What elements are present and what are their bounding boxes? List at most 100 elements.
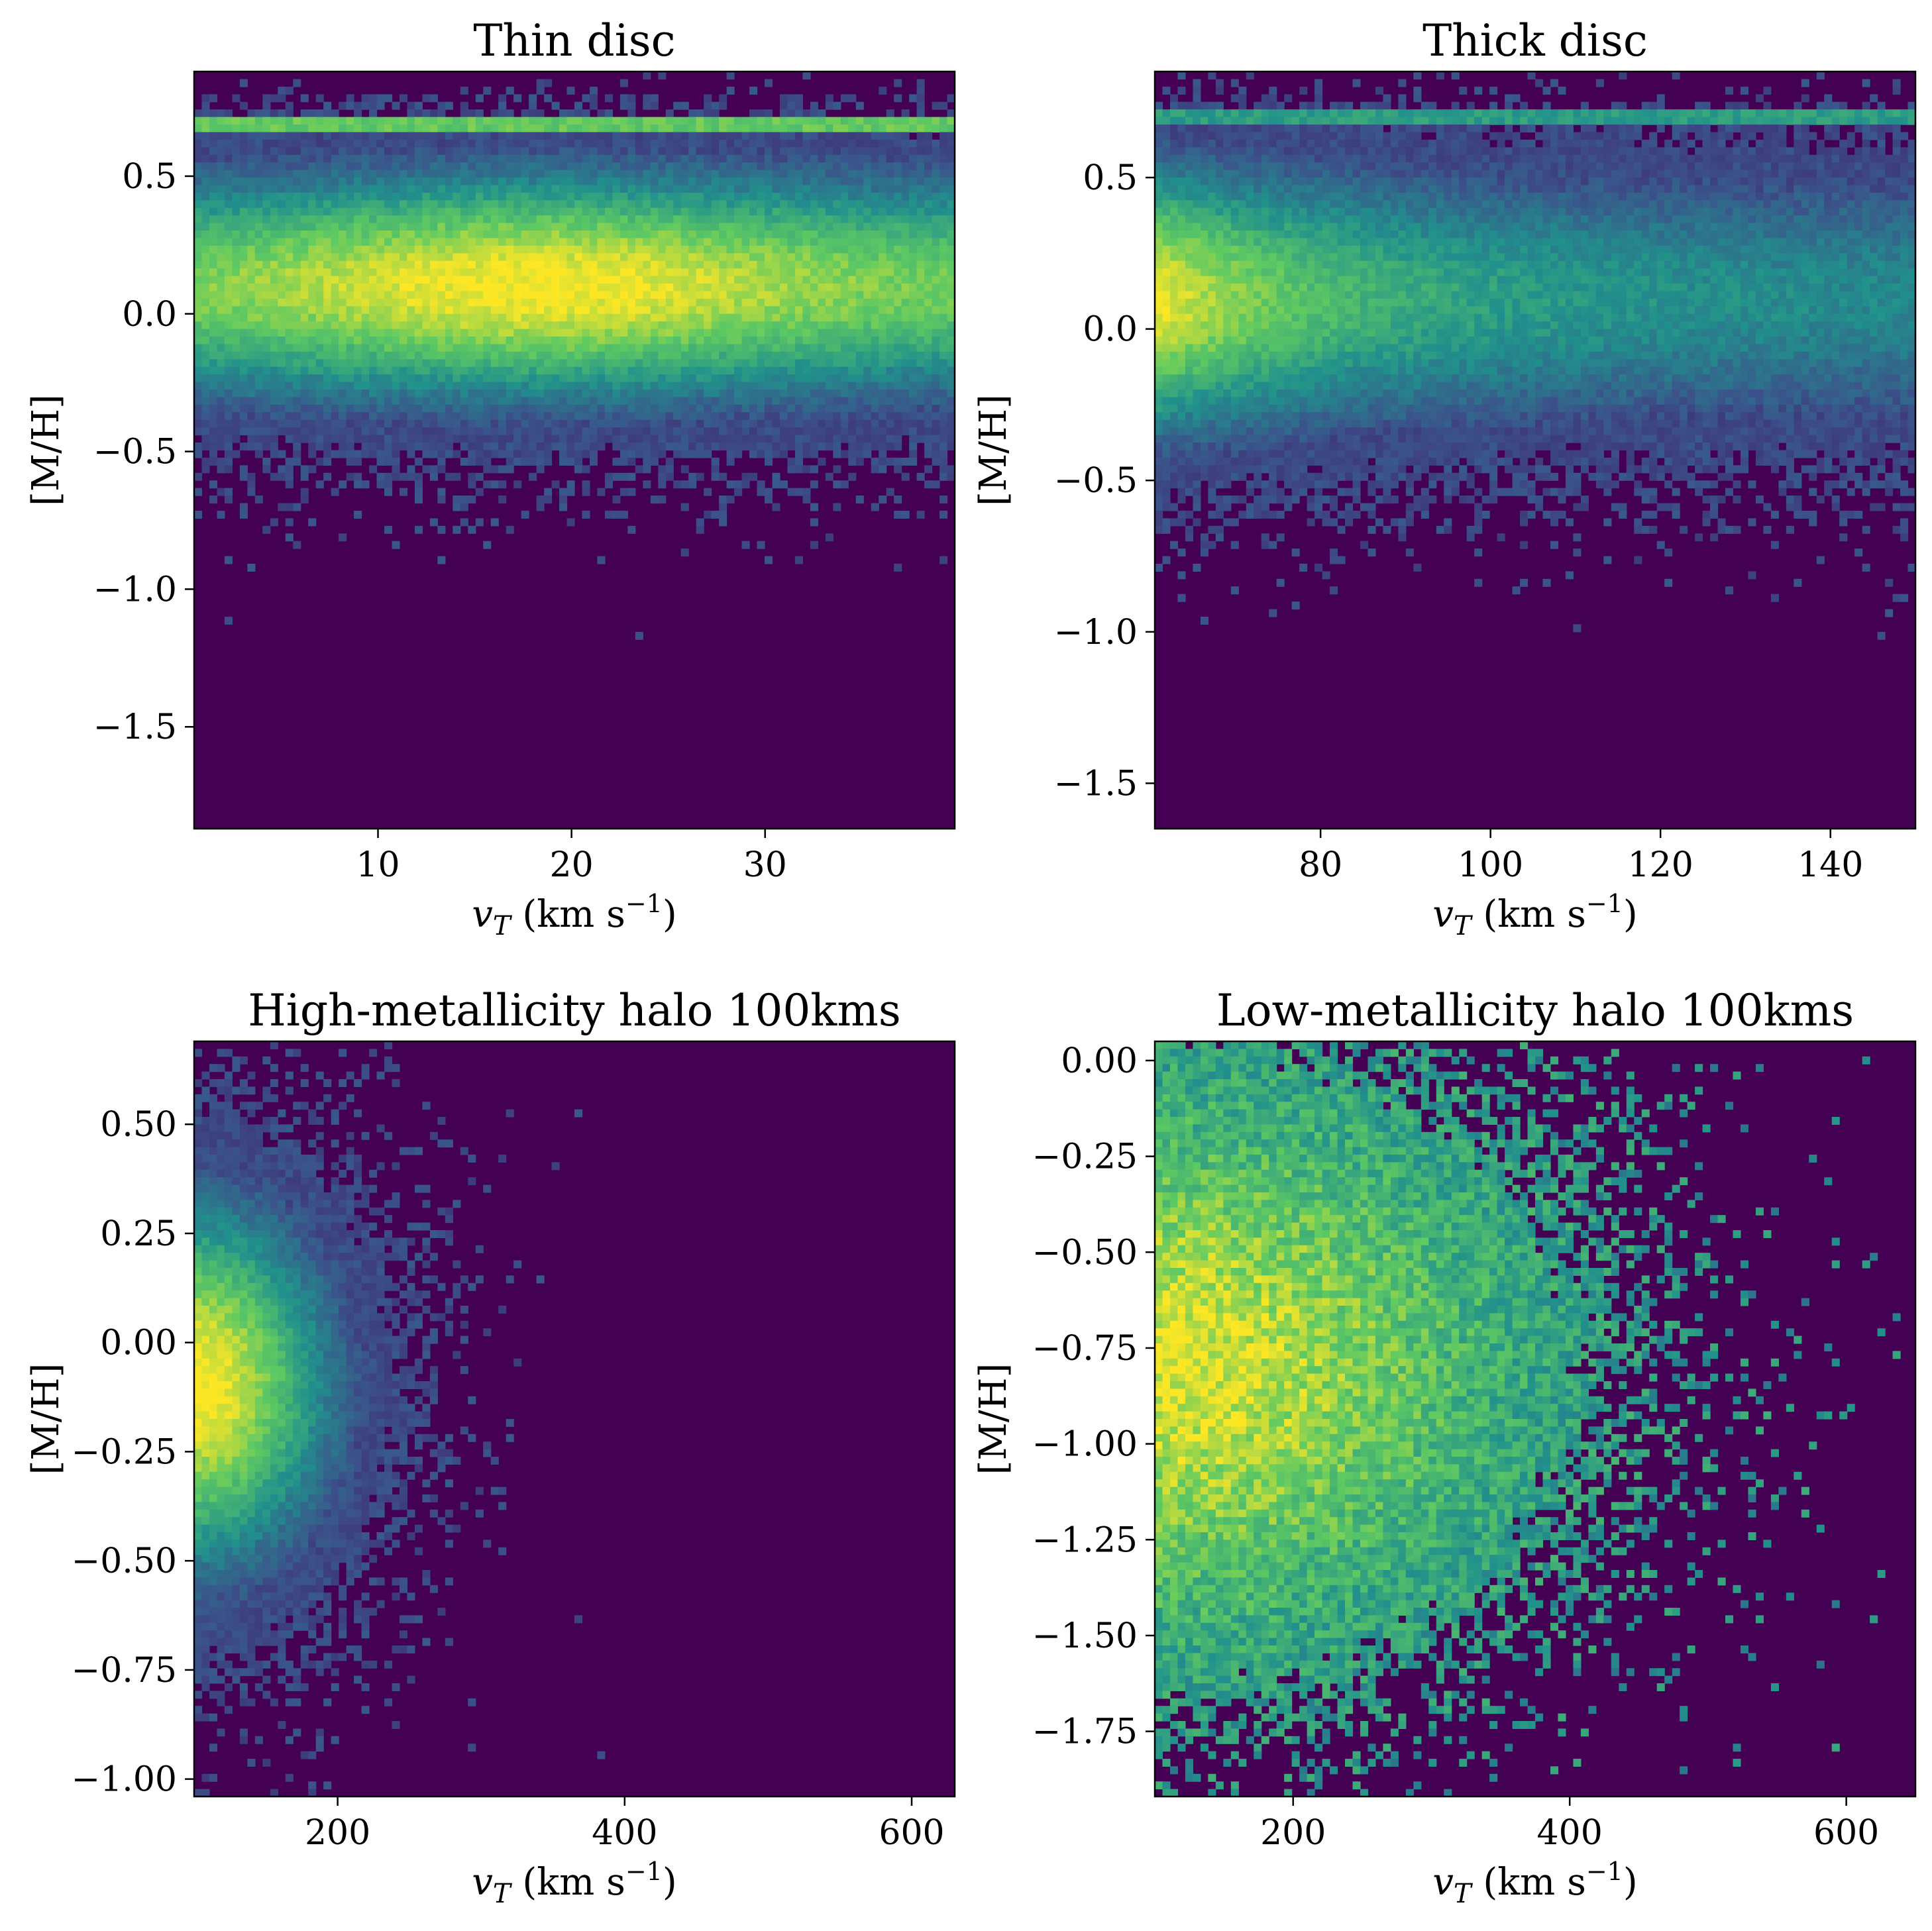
heatmap-cell	[407, 351, 415, 360]
heatmap-cell	[224, 215, 233, 224]
heatmap-cell	[916, 170, 925, 178]
heatmap-cell	[848, 457, 857, 466]
heatmap-cell	[779, 207, 788, 216]
heatmap-cell	[254, 245, 263, 254]
heatmap-cell	[741, 284, 750, 292]
heatmap-cell	[574, 215, 583, 224]
heatmap-cell	[650, 231, 659, 239]
heatmap-cell	[354, 147, 362, 156]
heatmap-cell	[939, 329, 948, 337]
heatmap-cell	[376, 192, 385, 201]
heatmap-cell	[665, 109, 674, 118]
heatmap-cell	[947, 125, 955, 133]
heatmap-cell	[475, 419, 484, 428]
heatmap-cell	[376, 329, 385, 337]
heatmap-cell	[376, 132, 385, 140]
heatmap-cell	[392, 306, 400, 315]
heatmap-cell	[680, 298, 689, 307]
heatmap-cell	[909, 450, 918, 458]
heatmap-cell	[619, 223, 628, 231]
heatmap-cell	[650, 443, 659, 451]
heatmap-cell	[475, 329, 484, 337]
heatmap-cell	[627, 306, 636, 315]
heatmap-cell	[787, 178, 796, 186]
heatmap-cell	[270, 154, 278, 163]
heatmap-cell	[916, 344, 925, 352]
heatmap-cell	[217, 276, 225, 284]
heatmap-cell	[498, 480, 507, 489]
heatmap-cell	[627, 457, 636, 466]
heatmap-cell	[346, 450, 354, 458]
heatmap-cell	[293, 382, 301, 390]
heatmap-cell	[414, 404, 423, 413]
heatmap-cell	[589, 329, 598, 337]
heatmap-cell	[429, 321, 438, 330]
heatmap-cell	[468, 359, 476, 368]
heatmap-cell	[840, 268, 849, 277]
heatmap-cell	[475, 185, 484, 193]
heatmap-cell	[650, 170, 659, 178]
heatmap-cell	[688, 450, 697, 458]
heatmap-cell	[658, 253, 667, 262]
heatmap-cell	[551, 443, 560, 451]
heatmap-cell	[270, 419, 278, 428]
heatmap-cell	[901, 139, 910, 148]
heatmap-cell	[825, 443, 833, 451]
heatmap-cell	[254, 344, 263, 352]
heatmap-cell	[513, 419, 522, 428]
heatmap-cell	[247, 147, 256, 156]
heatmap-cell	[468, 284, 476, 292]
heatmap-cell	[460, 419, 468, 428]
heatmap-cell	[354, 178, 362, 186]
heatmap-cell	[589, 185, 598, 193]
heatmap-cell	[460, 162, 468, 171]
heatmap-cell	[490, 215, 499, 224]
heatmap-cell	[422, 329, 431, 337]
heatmap-cell	[422, 306, 431, 315]
heatmap-cell	[392, 132, 400, 140]
heatmap-cell	[285, 215, 294, 224]
heatmap-cell	[932, 397, 940, 405]
heatmap-cell	[354, 215, 362, 224]
heatmap-cell	[818, 238, 826, 246]
heatmap-cell	[194, 170, 203, 178]
heatmap-cell	[506, 465, 514, 474]
heatmap-cell	[445, 253, 453, 262]
heatmap-cell	[604, 185, 613, 193]
heatmap-cell	[384, 223, 393, 231]
heatmap-cell	[688, 313, 697, 322]
heatmap-cell	[658, 192, 667, 201]
heatmap-cell	[339, 125, 347, 133]
heatmap-cell	[619, 321, 628, 330]
heatmap-cell	[619, 268, 628, 277]
heatmap-cell	[947, 465, 955, 474]
heatmap-cell	[551, 245, 560, 254]
heatmap-cell	[619, 443, 628, 451]
heatmap-cell	[490, 359, 499, 368]
heatmap-cell	[894, 366, 902, 375]
heatmap-cell	[680, 351, 689, 360]
heatmap-cell	[855, 238, 864, 246]
heatmap-cell	[680, 178, 689, 186]
heatmap-cell	[696, 291, 704, 299]
heatmap-cell	[604, 291, 613, 299]
heatmap-cell	[201, 390, 210, 398]
heatmap-cell	[871, 503, 879, 511]
heatmap-cell	[483, 125, 492, 133]
heatmap-cell	[673, 450, 682, 458]
heatmap-cell	[909, 276, 918, 284]
heatmap-cell	[879, 268, 887, 277]
heatmap-cell	[848, 366, 857, 375]
heatmap-cell	[414, 170, 423, 178]
heatmap-cell	[521, 231, 529, 239]
heatmap-cell	[278, 162, 286, 171]
heatmap-cell	[521, 125, 529, 133]
heatmap-cell	[810, 245, 818, 254]
heatmap-cell	[643, 412, 651, 421]
heatmap-cell	[787, 101, 796, 110]
heatmap-cell	[1725, 86, 1734, 95]
heatmap-cell	[688, 147, 697, 156]
heatmap-cell	[559, 382, 568, 390]
heatmap-cell	[825, 329, 833, 337]
heatmap-cell	[924, 223, 933, 231]
